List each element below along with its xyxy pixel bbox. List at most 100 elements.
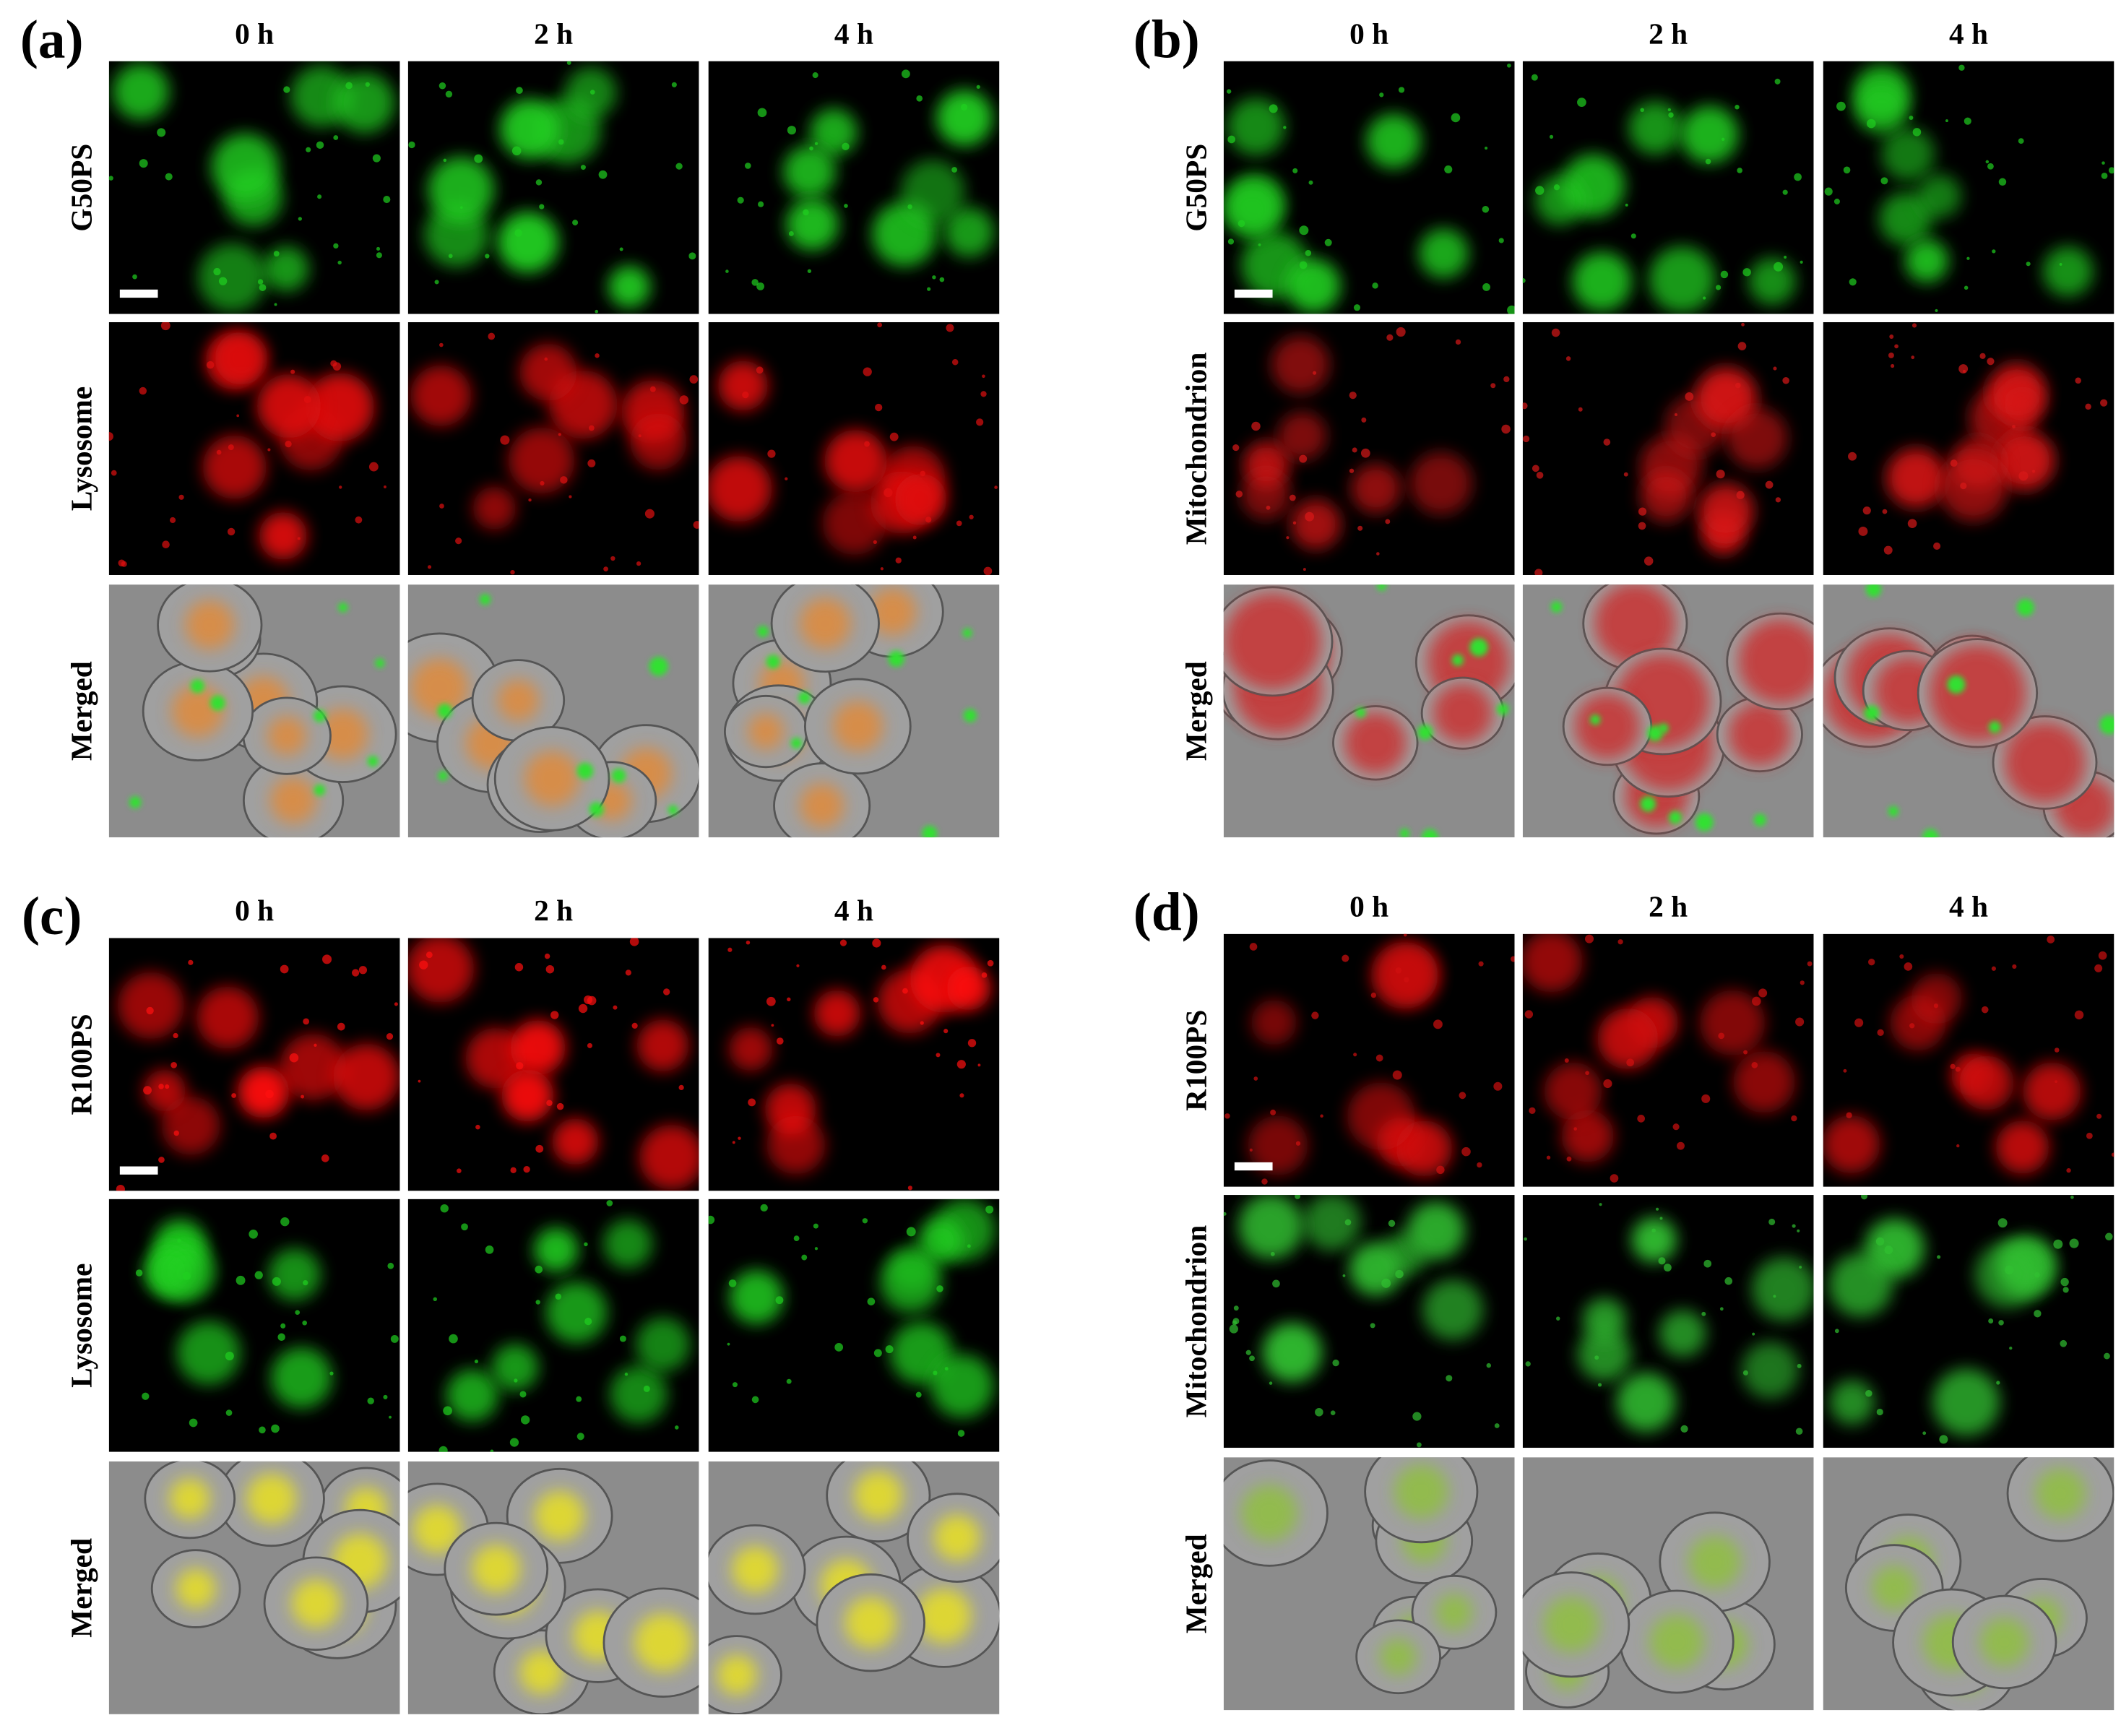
signal [1881, 127, 1935, 181]
signal [874, 403, 883, 412]
signal [1377, 584, 1387, 591]
signal [1829, 1379, 1875, 1425]
column-header: 4 h [834, 17, 873, 50]
signal [2018, 138, 2024, 144]
signal [1999, 380, 2046, 427]
signal [1292, 168, 1298, 173]
signal [306, 373, 374, 441]
signal [1531, 74, 1538, 81]
signal [291, 1579, 341, 1628]
signal [157, 128, 166, 137]
micrograph [708, 584, 1000, 838]
signal [1889, 334, 1894, 339]
signal [2098, 951, 2107, 960]
signal [1741, 322, 1745, 327]
signal [727, 947, 733, 952]
signal [1672, 1123, 1680, 1131]
signal [1459, 1092, 1466, 1100]
signal [225, 1352, 234, 1361]
signal [611, 768, 626, 783]
signal [173, 1032, 178, 1039]
signal [839, 939, 847, 946]
signal [1396, 327, 1406, 337]
micrograph [1823, 321, 2114, 575]
signal [1742, 1370, 1748, 1376]
signal [744, 163, 751, 169]
signal [634, 1613, 693, 1672]
signal [1758, 988, 1768, 998]
signal [644, 509, 655, 519]
column-header: 2 h [534, 894, 573, 927]
signal [943, 1029, 949, 1034]
signal [2031, 470, 2036, 473]
scale-bar [119, 1166, 158, 1175]
signal [383, 196, 391, 204]
micrograph [1223, 584, 1515, 838]
signal [256, 373, 321, 439]
micrograph [407, 584, 699, 838]
signal [729, 1270, 784, 1324]
signal [1855, 82, 1908, 135]
micrograph [708, 938, 1000, 1191]
signal [1305, 511, 1315, 522]
signal [976, 85, 980, 89]
signal [1342, 1274, 1346, 1277]
signal [1395, 967, 1402, 974]
signal [1303, 1195, 1361, 1251]
signal [2034, 1271, 2040, 1278]
signal [800, 783, 844, 828]
signal [785, 477, 788, 480]
signal [916, 1588, 972, 1644]
signal [1858, 526, 1868, 536]
signal [449, 1334, 458, 1344]
signal [457, 1168, 462, 1173]
signal [775, 1296, 784, 1305]
signal [227, 527, 236, 536]
signal [1295, 1195, 1301, 1199]
signal [1864, 705, 1880, 721]
row-label: Merged [1179, 1534, 1212, 1633]
signal [907, 204, 912, 210]
signal [842, 142, 850, 151]
signal [433, 1297, 437, 1302]
row-label: Merged [64, 661, 98, 761]
signal [1522, 278, 1526, 283]
signal [485, 1245, 494, 1254]
signal [1987, 358, 1995, 366]
signal [1782, 189, 1788, 195]
signal [1989, 721, 2001, 733]
signal [1229, 1324, 1238, 1334]
signal [588, 425, 595, 431]
signal [1494, 1423, 1500, 1428]
panel: (c) 0 h 2 h 4 h R100PS Lysosome Merged [22, 886, 1000, 1714]
signal [188, 959, 194, 965]
signal [1765, 480, 1774, 489]
signal [508, 427, 575, 494]
micrograph [1823, 1457, 2114, 1711]
signal [584, 1318, 592, 1326]
signal [613, 1005, 618, 1010]
signal [2012, 964, 2017, 970]
signal [1444, 165, 1453, 174]
signal [638, 434, 642, 438]
signal [1774, 78, 1781, 85]
signal [1396, 1120, 1453, 1177]
signal [1909, 1023, 1915, 1029]
signal [1640, 470, 1693, 522]
signal [303, 395, 311, 404]
signal [1799, 1266, 1802, 1269]
signal [439, 82, 446, 90]
signal [1292, 521, 1297, 524]
signal [389, 1415, 392, 1419]
signal [428, 156, 494, 223]
signal [113, 63, 170, 120]
signal [1741, 1342, 1800, 1399]
signal [576, 762, 594, 780]
signal [1253, 1076, 1258, 1081]
signal [1667, 108, 1671, 112]
signal [358, 966, 368, 975]
signal [1352, 447, 1357, 453]
signal [280, 1034, 347, 1101]
signal [728, 1279, 737, 1287]
signal [1800, 260, 1803, 264]
